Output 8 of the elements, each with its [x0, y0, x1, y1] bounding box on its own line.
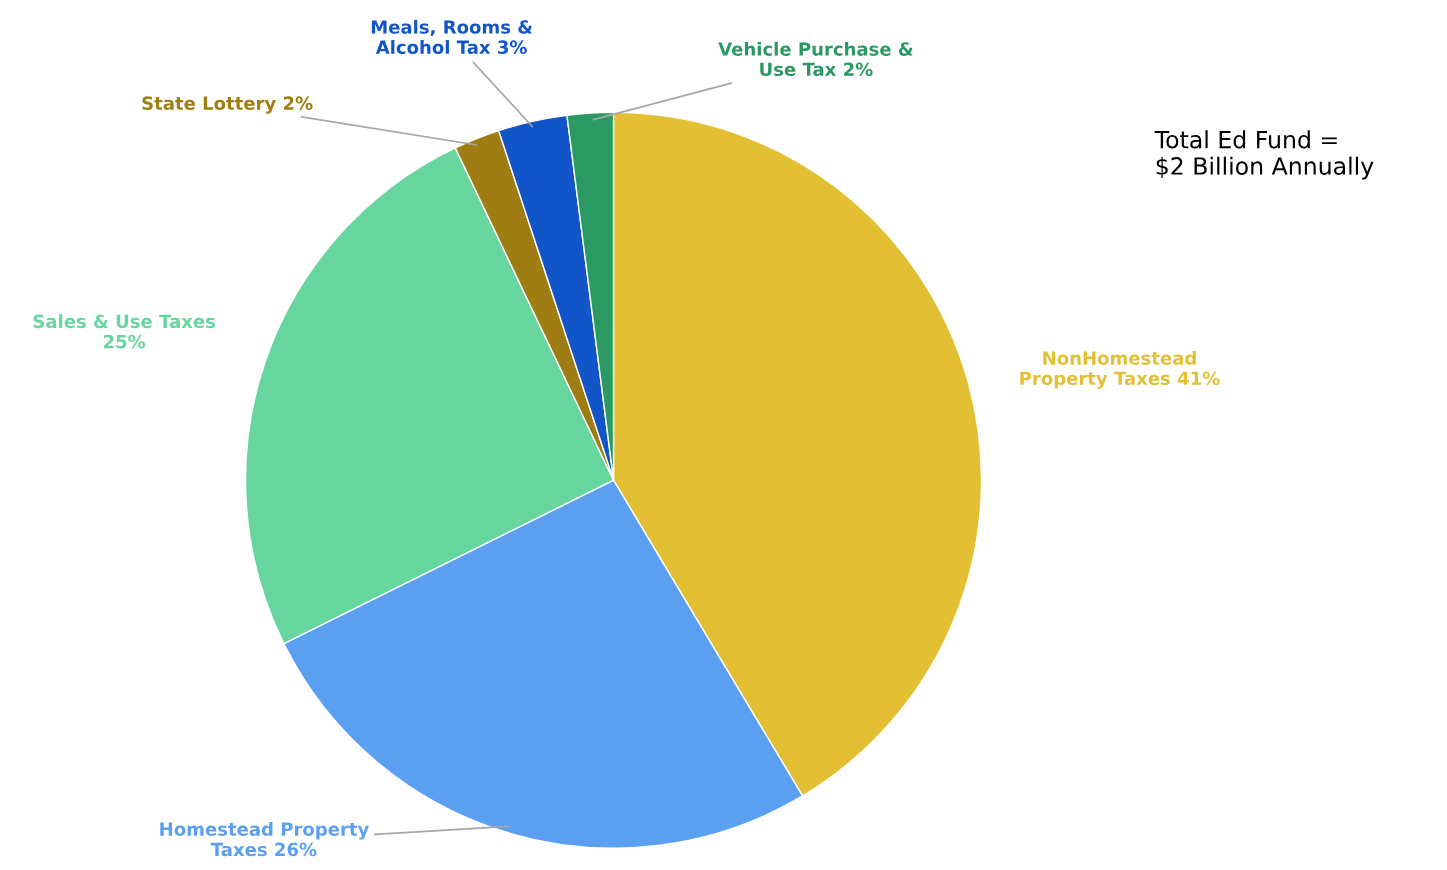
slice-label: NonHomestead Property Taxes 41% [1020, 350, 1220, 389]
text: Total Ed Fund = $2 Billion Annually [1154, 130, 1374, 180]
slice-label: State Lottery 2% [142, 96, 313, 114]
slice-label: Meals, Rooms & Alcohol Tax 3% [371, 19, 533, 55]
slice-label: Homestead Property Taxes 26% [160, 821, 369, 857]
data-label: 25% [103, 334, 146, 349]
slice-label: Sales & Use Taxes [33, 314, 215, 329]
slice-label: Vehicle Purchase & Use Tax 2% [718, 41, 913, 77]
